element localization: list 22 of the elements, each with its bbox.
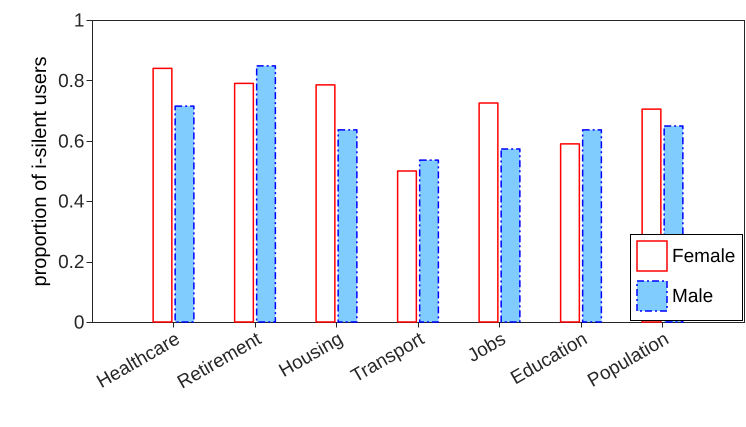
bar bbox=[582, 129, 602, 323]
bar bbox=[315, 84, 336, 323]
bar bbox=[234, 82, 254, 323]
legend-label: Male bbox=[672, 286, 714, 307]
bar bbox=[560, 143, 580, 323]
bar bbox=[337, 129, 358, 323]
y-tick-label: 0.2 bbox=[58, 252, 84, 274]
legend-label: Female bbox=[672, 246, 736, 267]
bar bbox=[478, 102, 499, 323]
y-tick-label: 1 bbox=[74, 10, 84, 32]
bar bbox=[418, 159, 440, 323]
y-axis-title: proportion of i-silent users bbox=[29, 56, 52, 287]
y-tick-label: 0.4 bbox=[58, 192, 85, 213]
y-tick-label: 0 bbox=[74, 312, 84, 334]
x-tick-label: Jobs bbox=[464, 328, 510, 367]
bar bbox=[396, 170, 418, 323]
bar bbox=[174, 105, 195, 323]
bar bbox=[500, 148, 521, 323]
bar bbox=[152, 68, 173, 323]
y-tick-label: 0.8 bbox=[58, 70, 84, 92]
bar bbox=[256, 65, 276, 323]
y-tick-label: 0.6 bbox=[58, 131, 84, 152]
